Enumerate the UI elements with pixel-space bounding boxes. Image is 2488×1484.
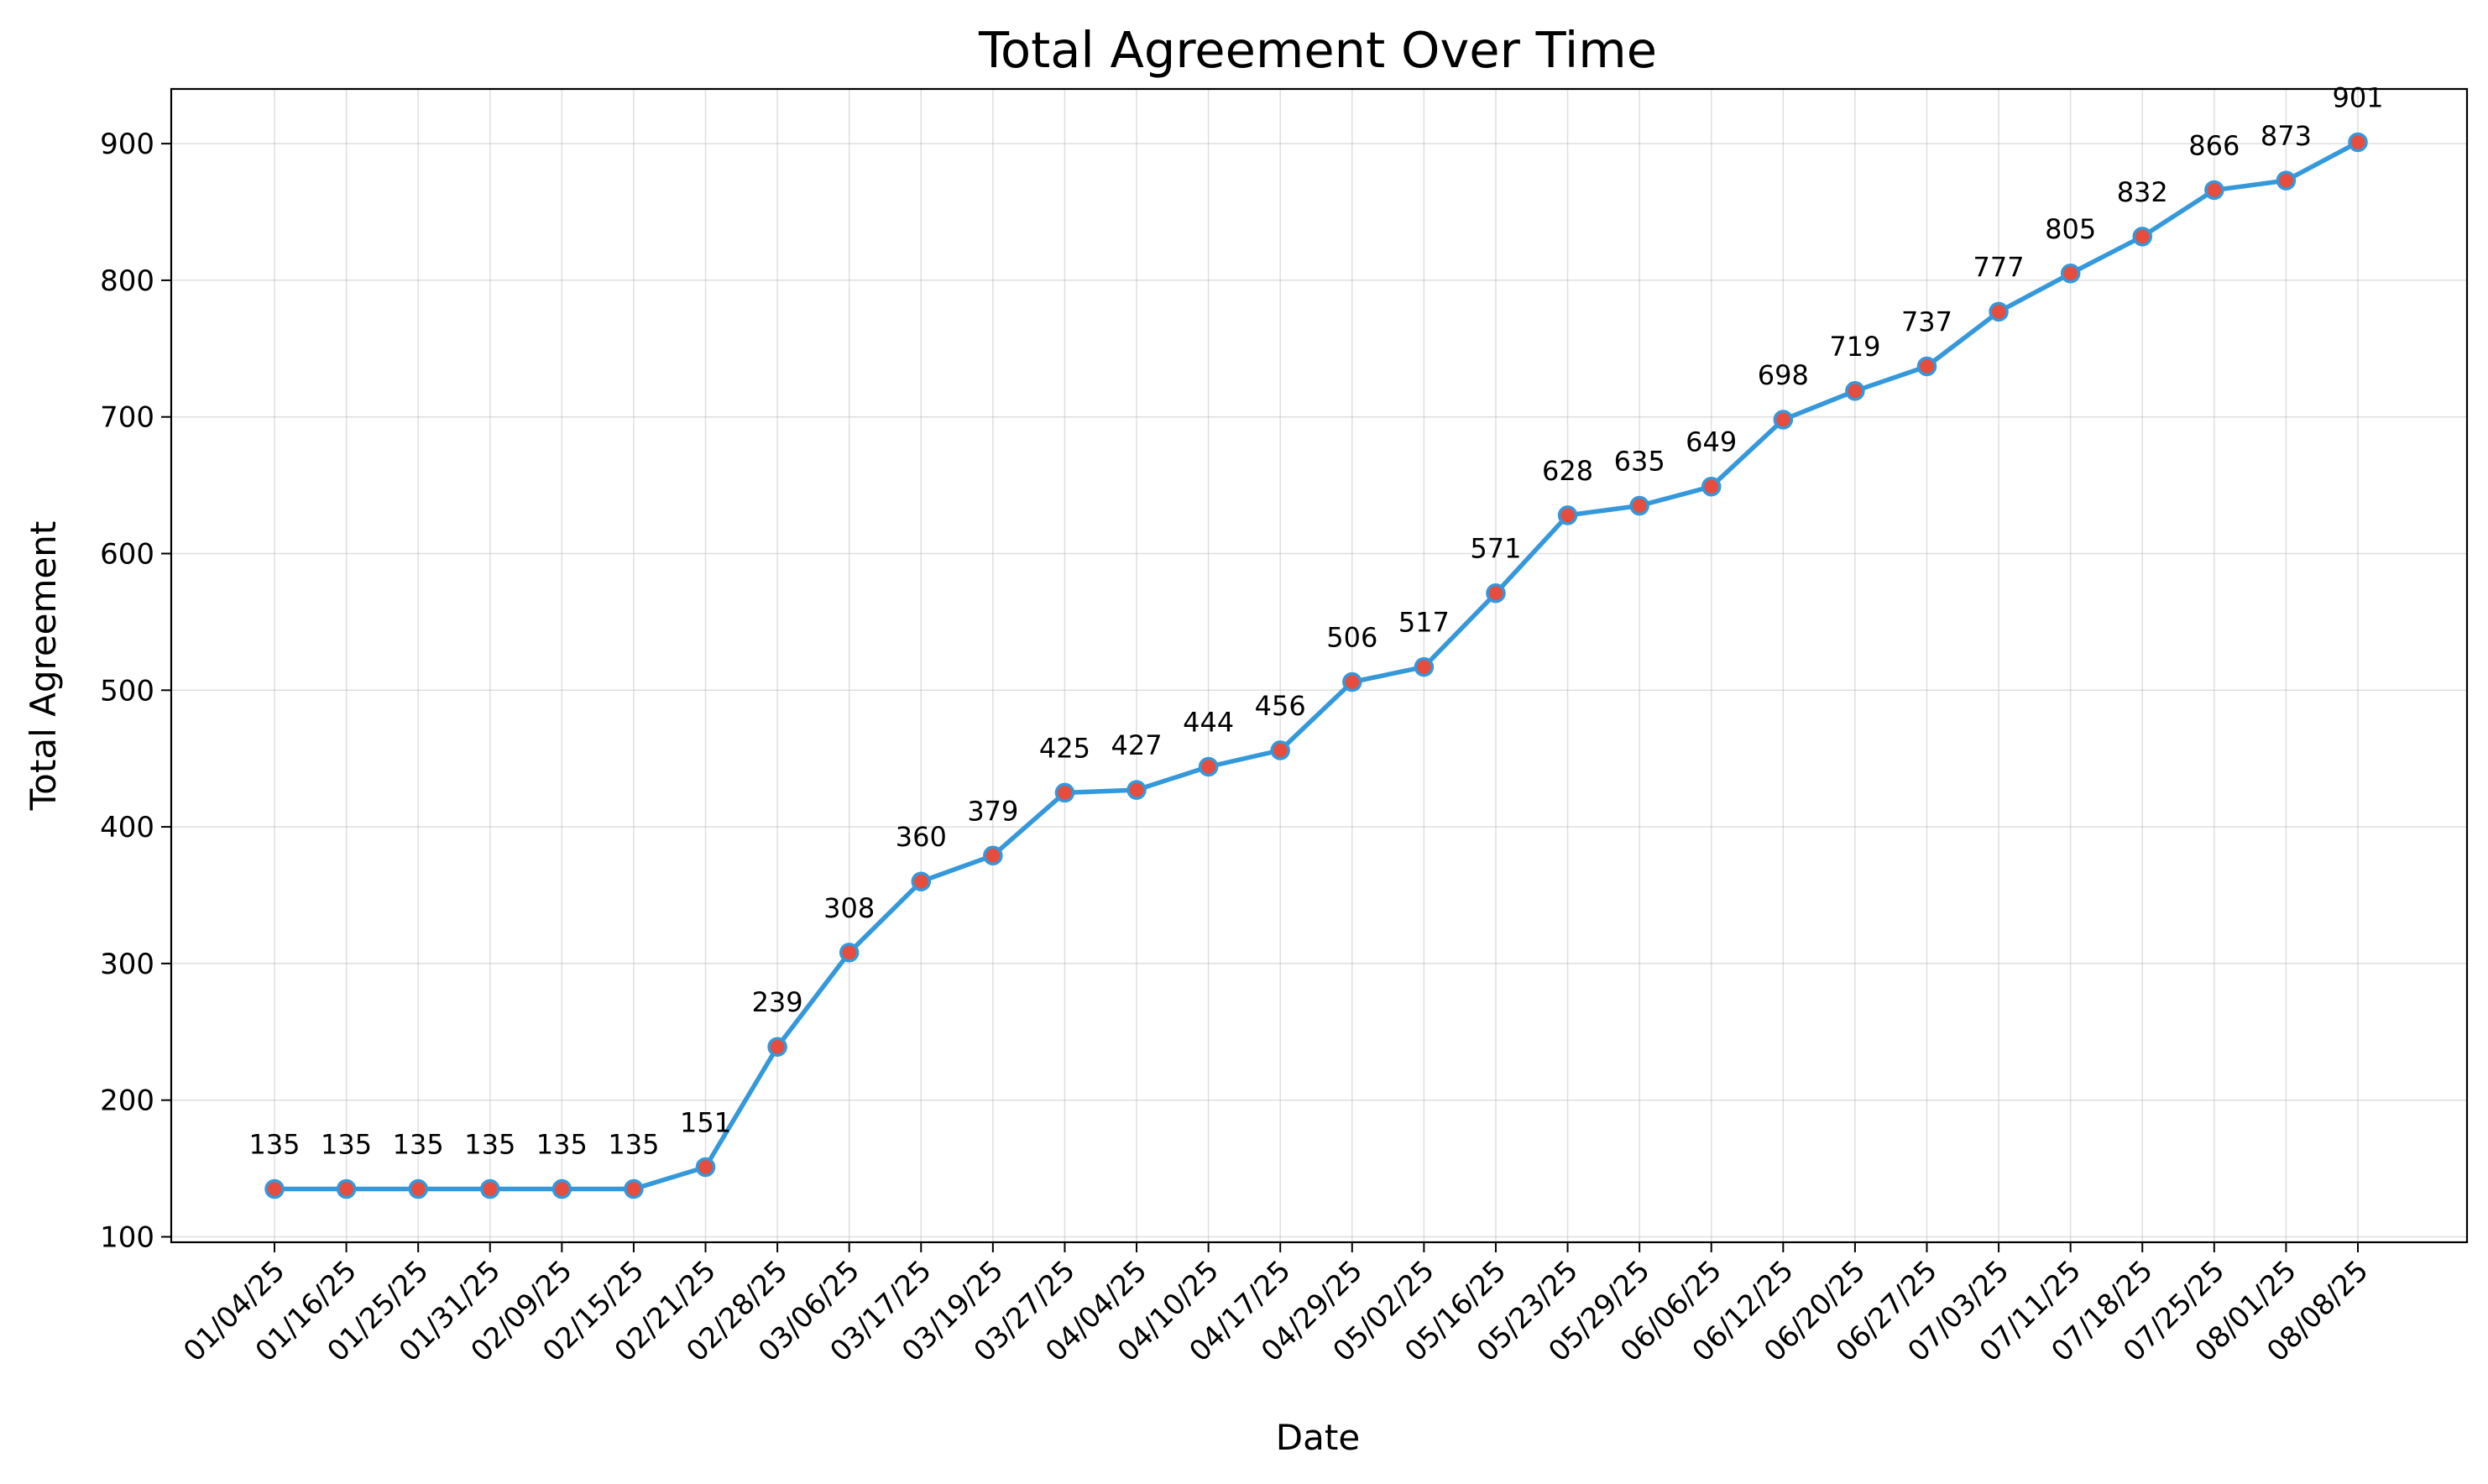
data-point	[983, 845, 1003, 866]
data-label: 635	[1614, 446, 1665, 478]
data-label: 506	[1326, 622, 1377, 654]
data-point	[1342, 671, 1362, 692]
data-point	[1557, 505, 1578, 525]
data-point	[1054, 782, 1075, 803]
data-point	[767, 1037, 787, 1057]
data-label: 456	[1255, 690, 1306, 722]
data-point	[2132, 227, 2152, 247]
y-axis-label: Total Agreement	[23, 521, 64, 812]
data-label: 805	[2045, 213, 2096, 245]
data-label: 628	[1542, 455, 1593, 487]
data-point	[264, 1178, 285, 1199]
x-axis-ticks: 01/04/2501/16/2501/25/2501/31/2502/09/25…	[177, 1242, 2375, 1368]
data-labels: 135 135 135 135 135 135 151 239 308 360 379 425 427 4…	[248, 81, 2383, 1160]
data-label: 135	[393, 1129, 444, 1161]
data-point	[1701, 476, 1722, 497]
data-label: 239	[752, 986, 803, 1018]
data-label: 135	[321, 1129, 372, 1161]
y-tick-label: 100	[100, 1220, 154, 1254]
data-point	[2348, 132, 2368, 153]
data-point	[1126, 780, 1147, 800]
data-point	[624, 1178, 644, 1199]
data-label: 571	[1470, 533, 1521, 565]
data-label: 649	[1686, 426, 1737, 458]
data-point	[839, 943, 860, 963]
y-tick-label: 300	[100, 948, 154, 981]
data-point	[2060, 264, 2081, 284]
markers	[264, 132, 2368, 1199]
data-label: 737	[1901, 306, 1952, 337]
data-label: 444	[1183, 706, 1234, 738]
data-label: 151	[680, 1106, 731, 1138]
data-label: 866	[2188, 129, 2240, 161]
y-tick-label: 400	[100, 811, 154, 844]
data-point	[695, 1157, 716, 1178]
data-point	[551, 1178, 572, 1199]
data-label: 425	[1039, 732, 1090, 764]
data-point	[1270, 740, 1290, 760]
y-tick-label: 600	[100, 538, 154, 572]
data-label: 873	[2261, 120, 2312, 152]
data-label: 135	[608, 1129, 659, 1161]
chart-title: Total Agreement Over Time	[978, 21, 1657, 79]
data-label: 832	[2117, 176, 2168, 208]
data-point	[2204, 180, 2224, 201]
plot-frame	[170, 87, 2469, 1244]
data-label: 698	[1758, 359, 1809, 391]
y-tick-label: 200	[100, 1084, 154, 1118]
data-point	[1486, 583, 1506, 604]
data-point	[1916, 356, 1937, 377]
data-point	[1989, 301, 2009, 322]
data-label: 308	[823, 892, 875, 924]
data-label: 360	[896, 821, 947, 853]
y-tick-label: 700	[100, 401, 154, 435]
y-tick-label: 800	[100, 264, 154, 298]
data-point	[911, 871, 932, 891]
data-label: 379	[967, 795, 1018, 827]
data-label: 427	[1111, 729, 1162, 761]
data-point	[480, 1178, 500, 1199]
data-point	[408, 1178, 428, 1199]
data-label: 901	[2332, 81, 2383, 113]
data-point	[1773, 410, 1794, 430]
data-point	[1845, 381, 1865, 401]
data-point	[1629, 495, 1649, 516]
data-point	[1198, 756, 1219, 777]
data-label: 777	[1973, 251, 2025, 283]
data-label: 135	[536, 1129, 588, 1161]
data-label: 719	[1829, 331, 1880, 363]
data-label: 135	[464, 1129, 515, 1161]
data-point	[1414, 656, 1435, 677]
data-point	[2276, 170, 2297, 191]
series-line-layer	[274, 140, 2360, 1192]
x-axis-label: Date	[1276, 1417, 1360, 1458]
data-label: 517	[1398, 607, 1450, 639]
grid	[171, 89, 2467, 1242]
series-line	[274, 140, 2360, 1192]
y-axis-ticks: 100 200 300 400 500 600 700 800 900	[100, 128, 171, 1254]
data-label: 135	[248, 1129, 300, 1161]
data-point	[336, 1178, 357, 1199]
y-tick-label: 900	[100, 128, 154, 161]
y-tick-label: 500	[100, 674, 154, 708]
